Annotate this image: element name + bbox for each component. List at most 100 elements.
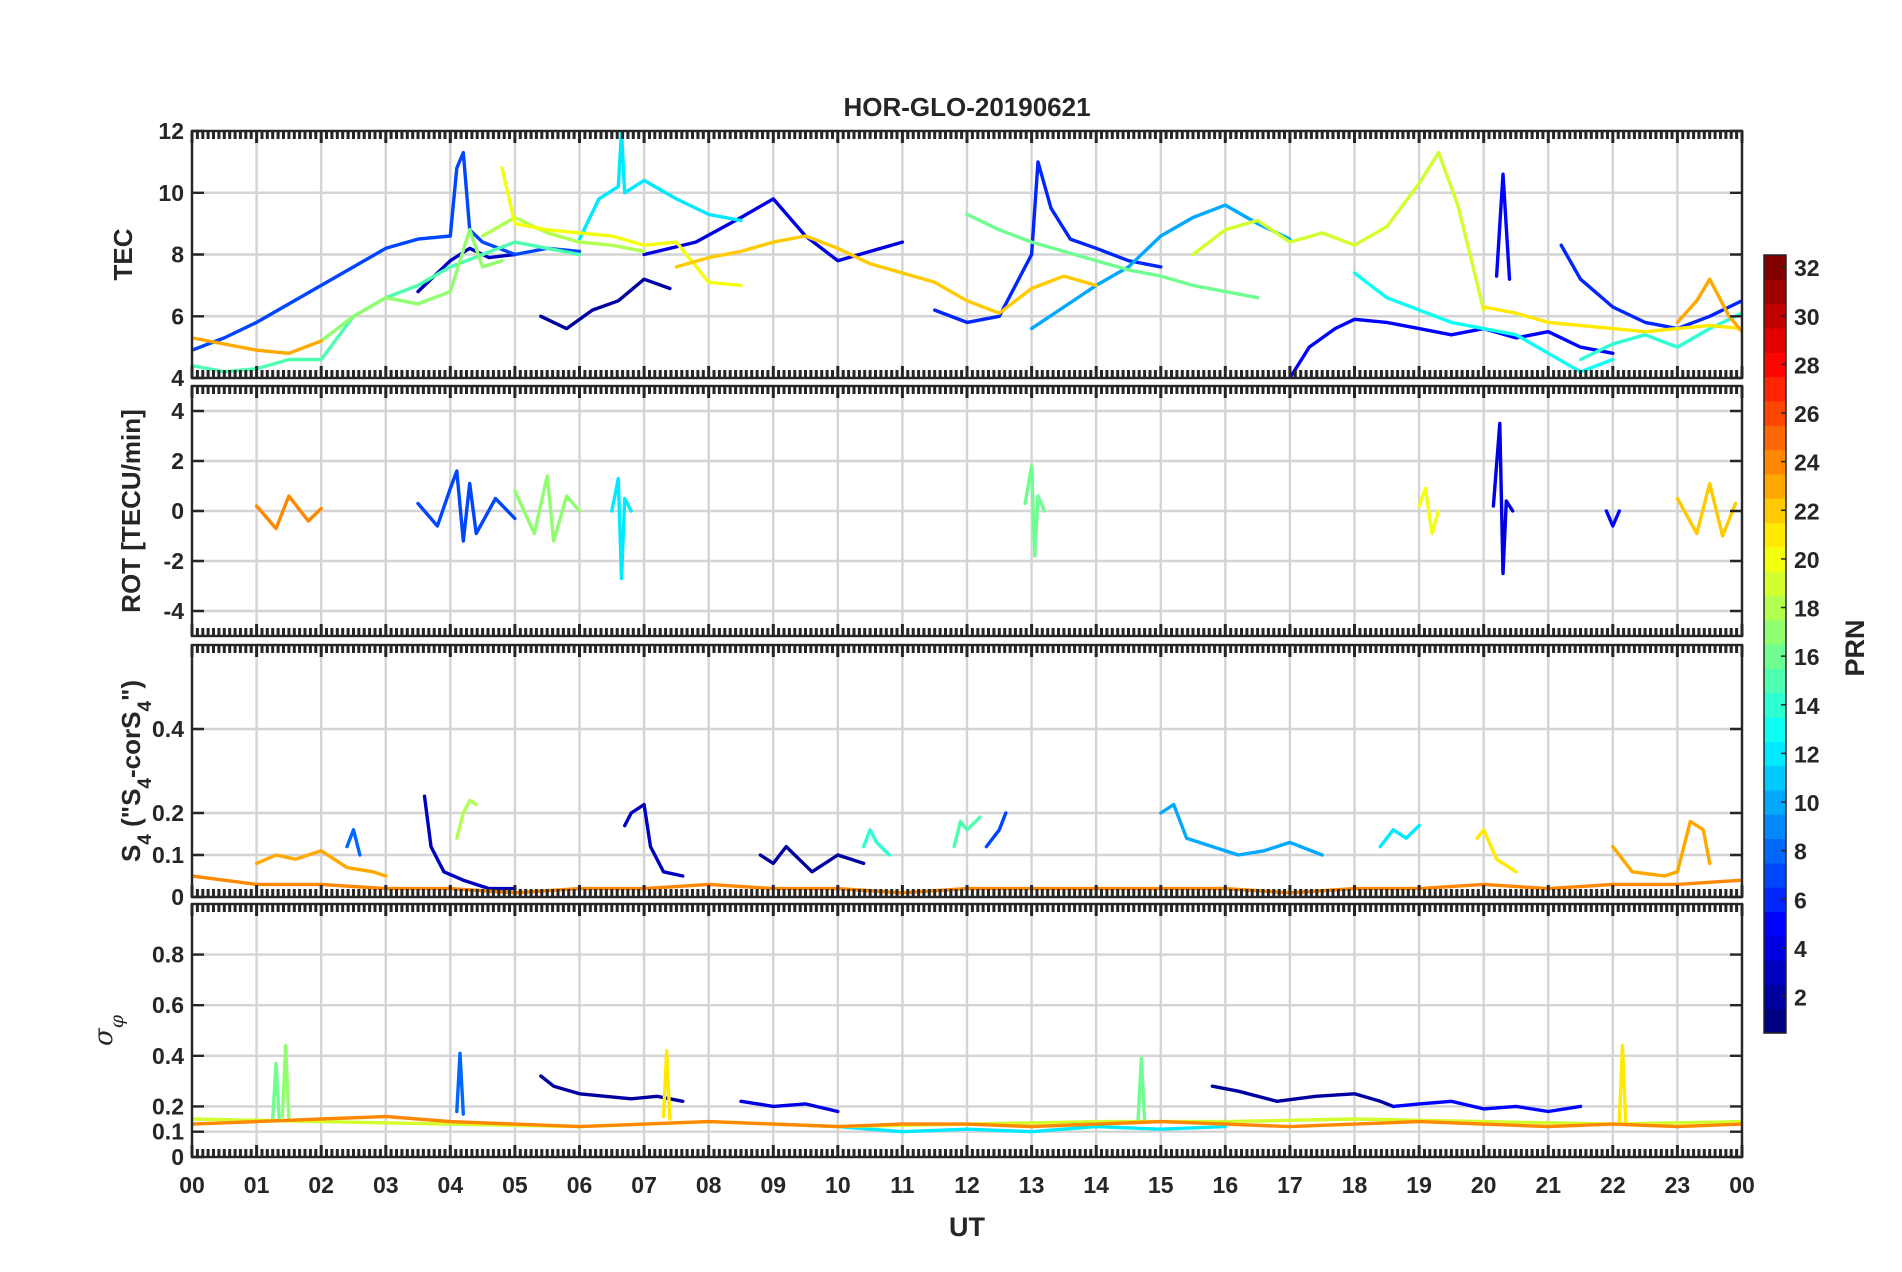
y-ticks: [192, 727, 1742, 899]
y-tick-label: -2: [164, 548, 184, 574]
y-tick-label: 4: [171, 398, 184, 424]
x-tick-label: 22: [1600, 1172, 1626, 1198]
x-tick-label: 15: [1148, 1172, 1174, 1198]
x-tick-label: 18: [1342, 1172, 1368, 1198]
x-tick-label: 05: [502, 1172, 528, 1198]
x-axis-label: UT: [949, 1212, 985, 1242]
colorbar-tick-label: 32: [1794, 255, 1820, 281]
series-line-prn-20: [1417, 486, 1441, 536]
colorbar-swatch: [1764, 376, 1786, 402]
colorbar-tick-label: 8: [1794, 839, 1807, 865]
x-tick-label: 07: [631, 1172, 657, 1198]
colorbar-tick-label: 24: [1794, 450, 1820, 476]
series-line-prn-17: [319, 228, 504, 343]
colorbar-swatch: [1764, 498, 1786, 524]
series-line-prn-12: [1378, 823, 1421, 849]
series-line-prn-21: [1617, 1044, 1628, 1126]
colorbar-swatch: [1764, 473, 1786, 499]
x-tick-label: 21: [1535, 1172, 1561, 1198]
series-line-prn-16: [1136, 1056, 1147, 1124]
series-line-prn-16: [271, 1061, 281, 1121]
x-tick-label: 08: [696, 1172, 722, 1198]
series-line-prn-2: [758, 844, 866, 874]
series-line-prn-18: [455, 798, 478, 840]
colorbar-box: [1763, 254, 1787, 1034]
series-line-prn-5: [1604, 509, 1621, 528]
series-line-prn-23: [1675, 277, 1742, 334]
series-line-prn-21: [1482, 305, 1742, 334]
panel-s4: 0 0.1 0.2 0.4S4 ("S4-corS4"): [116, 643, 1744, 910]
y-ticks: [192, 409, 1742, 613]
x-tick-label: 23: [1665, 1172, 1691, 1198]
y-axis-label-rot: ROT [TECU/min]: [116, 409, 146, 613]
x-tick-label: 17: [1277, 1172, 1303, 1198]
panel-sigma: 00.10.2 0.4 0.6 0.8 σφ 00 01 02 03 04 05 06 07 08 09 10…: [89, 902, 1755, 1198]
x-tick-label: 00: [179, 1172, 205, 1198]
series-line-prn-6: [933, 160, 1163, 325]
colorbar-swatch: [1764, 716, 1786, 742]
colorbar-swatch: [1764, 911, 1786, 937]
colorbar-swatch: [1764, 571, 1786, 596]
colorbar-swatch: [1764, 765, 1786, 791]
x-minor-ticks: [190, 131, 1744, 378]
y-tick-label: 0: [171, 1144, 184, 1170]
colorbar-tick-label: 18: [1794, 596, 1820, 622]
series-line-prn-4: [1491, 421, 1515, 576]
y-tick-label: 0: [171, 884, 184, 910]
y-tick-label: 10: [158, 180, 184, 206]
series-line-prn-8: [455, 1051, 465, 1116]
y-ticks: [192, 953, 1742, 1159]
colorbar-tick-label: 4: [1794, 936, 1807, 962]
y-tick-label: 0.2: [152, 800, 184, 826]
x-tick-label: 06: [567, 1172, 593, 1198]
x-tick-label: 13: [1019, 1172, 1045, 1198]
colorbar-tick-label: 30: [1794, 304, 1820, 330]
colorbar-swatch: [1764, 741, 1786, 767]
y-tick-label: 2: [171, 448, 184, 474]
series-line-prn-24: [192, 1114, 1742, 1129]
colorbar-swatch: [1764, 400, 1786, 426]
series-line-prn-21: [661, 1049, 672, 1121]
colorbar-tick-label: 6: [1794, 887, 1807, 913]
y-ticks: [192, 129, 1742, 380]
series-line-prn-5: [1391, 1099, 1583, 1114]
x-tick-label: 00: [1729, 1172, 1755, 1198]
colorbar-swatch: [1764, 352, 1786, 378]
colorbar-swatch: [1764, 935, 1786, 961]
colorbar-swatch: [1764, 595, 1786, 621]
colorbar-tick-label: 28: [1794, 352, 1820, 378]
series-line-prn-6: [1559, 243, 1742, 331]
x-tick-label: 10: [825, 1172, 851, 1198]
y-tick-label: 0.1: [152, 1119, 184, 1145]
colorbar-swatch: [1764, 862, 1786, 888]
series-line-prn-20: [500, 166, 743, 288]
x-tick-label: 16: [1213, 1172, 1239, 1198]
y-tick-label: -4: [164, 598, 185, 624]
colorbar-swatch: [1764, 984, 1786, 1010]
series-line-prn-5: [1494, 172, 1512, 281]
x-minor-ticks: [190, 386, 1744, 636]
series-line-prn-4: [642, 197, 905, 263]
y-tick-label: 8: [171, 242, 184, 268]
colorbar-tick-label: 16: [1794, 644, 1820, 670]
colorbar-tick-label: 22: [1794, 498, 1820, 524]
series-line-prn-7: [984, 811, 1008, 849]
series-line-prn-10: [1159, 802, 1324, 857]
series-line-prn-12: [577, 131, 743, 241]
series-line-prn-15: [952, 815, 982, 849]
colorbar-tick-label: 14: [1794, 693, 1820, 719]
series-line-prn-19: [1191, 150, 1486, 312]
colorbar-swatch: [1764, 425, 1786, 451]
series-line-prn-5: [1288, 317, 1615, 378]
colorbar-swatch: [1764, 1008, 1786, 1034]
x-minor-ticks: [190, 904, 1744, 1157]
y-axis-label-s4: S4 ("S4-corS4"): [116, 680, 156, 862]
series-line-prn-23: [192, 336, 323, 355]
colorbar-swatch: [1764, 644, 1786, 669]
x-tick-label: 02: [308, 1172, 334, 1198]
series-line-prn-23: [1611, 819, 1712, 878]
series-line-prn-3: [623, 802, 685, 878]
series-line-prn-3: [422, 794, 517, 891]
series-line-prn-2: [1210, 1084, 1395, 1109]
